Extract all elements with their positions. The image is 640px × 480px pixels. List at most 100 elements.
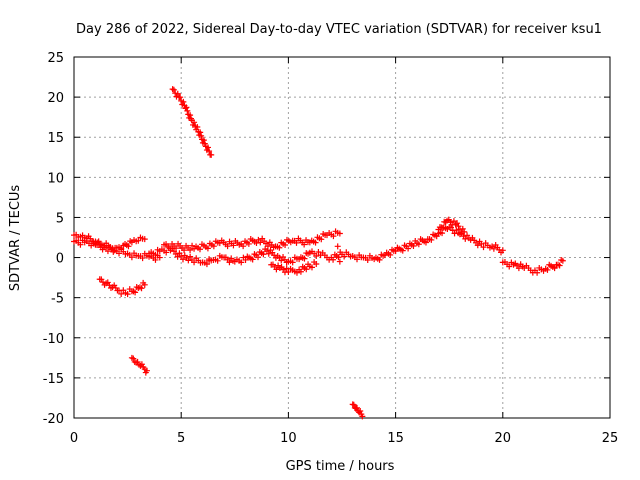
data-point <box>313 252 320 259</box>
y-tick-label: -5 <box>51 292 64 307</box>
x-tick-label: 20 <box>495 431 512 446</box>
y-tick-label: 0 <box>56 252 64 267</box>
data-point <box>143 367 150 374</box>
data-point <box>410 242 417 249</box>
x-tick-label: 15 <box>387 431 404 446</box>
data-point <box>226 259 233 266</box>
data-point <box>276 244 283 251</box>
data-point <box>273 266 280 273</box>
plot-frame <box>73 56 611 419</box>
data-point <box>238 259 245 266</box>
data-point <box>308 264 315 271</box>
x-tick-label: 5 <box>177 431 185 446</box>
data-point <box>515 265 522 272</box>
data-point <box>313 260 320 267</box>
series-steep_track_bottom <box>349 401 366 420</box>
data-point <box>135 237 142 244</box>
data-point <box>376 256 383 263</box>
chart-title: Day 286 of 2022, Sidereal Day-to-day VTE… <box>76 22 602 37</box>
y-tick-label: 10 <box>47 171 64 186</box>
data-point <box>205 144 211 151</box>
data-point <box>201 140 208 147</box>
data-point <box>141 236 148 243</box>
data-point <box>474 242 481 249</box>
data-point <box>301 255 308 262</box>
data-point <box>454 220 461 227</box>
x-ticks: 0 5 10 15 20 25 <box>70 57 618 446</box>
data-point <box>118 290 125 297</box>
data-point <box>184 107 191 114</box>
data-point <box>336 258 343 265</box>
data-point <box>330 233 337 240</box>
series-main_band_bumps <box>161 228 343 254</box>
data-point <box>334 243 341 250</box>
data-point <box>293 269 300 276</box>
series-main_band_lower <box>71 237 163 263</box>
data-point <box>99 246 106 253</box>
data-point <box>293 239 300 246</box>
data-point <box>330 256 337 263</box>
y-tick-label: -15 <box>43 372 64 387</box>
data-point <box>359 413 366 420</box>
data-point <box>152 256 159 263</box>
data-point <box>187 112 194 119</box>
data-point <box>187 253 194 260</box>
data-point <box>198 132 205 139</box>
data-point <box>341 253 348 260</box>
data-point <box>354 256 361 263</box>
data-point <box>459 225 466 232</box>
data-point <box>439 230 446 237</box>
data-point <box>461 228 468 235</box>
x-tick-label: 10 <box>280 431 297 446</box>
data-point <box>124 291 131 298</box>
y-tick-label: -10 <box>43 332 64 347</box>
data-point <box>183 104 190 111</box>
data-point <box>103 244 110 251</box>
data-point <box>544 266 551 273</box>
data-point <box>415 241 422 248</box>
data-point <box>297 268 304 275</box>
data-point <box>551 265 558 272</box>
data-point <box>249 256 256 263</box>
data-point <box>200 137 207 144</box>
y-tick-label: 15 <box>47 131 64 146</box>
data-point <box>534 269 541 276</box>
x-tick-label: 0 <box>70 431 78 446</box>
series-main_band_mid <box>146 224 506 268</box>
data-point <box>206 257 213 264</box>
x-tick-label: 25 <box>602 431 619 446</box>
data-point <box>139 255 146 262</box>
grid-lines <box>74 57 610 418</box>
data-point <box>110 248 117 255</box>
series-late_band <box>499 256 566 276</box>
data-point <box>318 236 325 243</box>
data-point <box>478 240 485 247</box>
data-point <box>112 244 119 251</box>
data-point <box>499 247 506 254</box>
data-point <box>170 86 177 93</box>
data-point <box>204 245 211 252</box>
y-tick-label: -20 <box>43 412 64 427</box>
data-point <box>245 240 252 247</box>
data-point <box>257 239 264 246</box>
data-point <box>208 151 215 158</box>
data-point <box>301 241 308 248</box>
data-point <box>357 408 364 415</box>
data-point <box>354 404 361 411</box>
data-point <box>450 218 457 225</box>
y-axis-label: SDTVAR / TECUs <box>8 185 23 292</box>
data-point <box>210 243 217 250</box>
data-point <box>255 254 262 261</box>
data-point <box>191 259 198 266</box>
data-point <box>253 240 260 247</box>
data-point <box>315 248 322 255</box>
data-point <box>312 239 319 246</box>
data-point <box>556 262 563 269</box>
data-point <box>116 250 123 257</box>
data-point <box>422 239 429 246</box>
data-points <box>71 86 566 420</box>
data-point <box>128 254 135 261</box>
series-steep_track_low <box>128 354 150 376</box>
data-point <box>278 257 285 264</box>
data-point <box>90 238 97 245</box>
